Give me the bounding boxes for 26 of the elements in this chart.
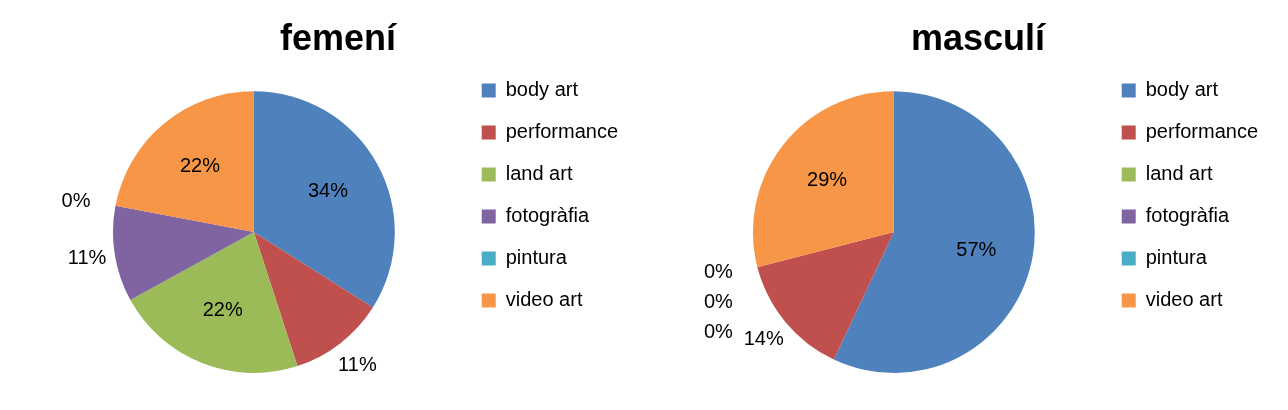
legend-label: fotogràfia <box>1145 204 1230 227</box>
legend-label: fotogràfia <box>505 204 590 227</box>
legend-label: video art <box>505 288 583 311</box>
legend-label: video art <box>1145 288 1223 311</box>
legend-label: pintura <box>1145 246 1208 269</box>
chart-title: masculí <box>910 16 1047 58</box>
legend-label: pintura <box>505 246 568 269</box>
data-label: 29% <box>807 167 848 190</box>
legend-label: body art <box>505 78 579 101</box>
legend-label: performance <box>1145 120 1259 143</box>
data-label: 11% <box>67 246 107 269</box>
data-label: 22% <box>179 154 221 177</box>
legend-label: land art <box>1145 162 1213 185</box>
data-label: 57% <box>956 238 997 261</box>
data-label: 34% <box>307 178 349 201</box>
data-label: 11% <box>338 353 377 376</box>
legend-label: land art <box>505 162 573 185</box>
text: 0% <box>703 319 733 342</box>
text: 0% <box>61 189 91 212</box>
legend-label: performance <box>505 120 619 143</box>
text: 0% <box>703 289 733 312</box>
text: 0% <box>703 259 733 282</box>
data-label: 22% <box>202 298 243 321</box>
legend-label: body art <box>1145 78 1219 101</box>
chart-title: femení <box>279 16 398 58</box>
data-label: 14% <box>743 327 784 350</box>
